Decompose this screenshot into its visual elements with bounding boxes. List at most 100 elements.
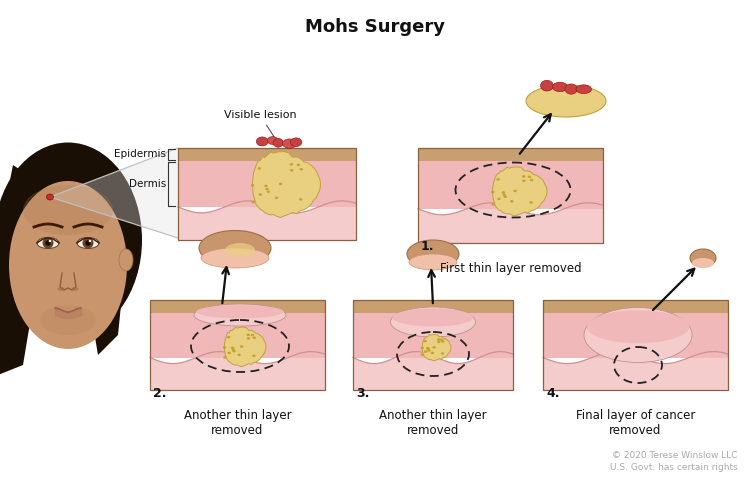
Ellipse shape (266, 191, 270, 193)
Ellipse shape (267, 137, 278, 144)
Ellipse shape (194, 304, 286, 326)
Polygon shape (353, 351, 513, 390)
Ellipse shape (565, 84, 578, 94)
Polygon shape (253, 152, 320, 217)
Ellipse shape (491, 203, 495, 206)
Ellipse shape (290, 163, 293, 166)
Ellipse shape (541, 80, 554, 91)
Ellipse shape (223, 346, 226, 348)
Text: Visible lesion: Visible lesion (224, 110, 296, 140)
Ellipse shape (226, 336, 230, 338)
Polygon shape (0, 165, 38, 375)
Ellipse shape (240, 345, 243, 348)
Ellipse shape (231, 347, 234, 349)
Ellipse shape (256, 137, 268, 146)
Text: Mohs Surgery: Mohs Surgery (305, 18, 445, 36)
Ellipse shape (40, 305, 95, 335)
Ellipse shape (423, 340, 427, 343)
Text: Epidermis: Epidermis (114, 149, 166, 159)
Polygon shape (178, 201, 356, 240)
Ellipse shape (77, 238, 99, 248)
Ellipse shape (430, 352, 434, 354)
Text: First thin layer removed: First thin layer removed (440, 262, 581, 275)
Ellipse shape (522, 179, 526, 182)
Bar (418, 148, 603, 161)
Ellipse shape (586, 310, 689, 343)
Ellipse shape (421, 347, 424, 349)
Ellipse shape (86, 240, 91, 246)
Ellipse shape (119, 249, 133, 271)
Ellipse shape (522, 175, 526, 178)
Ellipse shape (201, 248, 269, 268)
Ellipse shape (258, 167, 261, 170)
Ellipse shape (290, 138, 302, 147)
Ellipse shape (199, 230, 271, 265)
Ellipse shape (584, 308, 692, 363)
Ellipse shape (409, 254, 457, 270)
Ellipse shape (290, 169, 293, 172)
Ellipse shape (37, 238, 59, 248)
Polygon shape (150, 351, 325, 390)
Ellipse shape (437, 338, 440, 341)
Ellipse shape (253, 336, 256, 339)
Ellipse shape (71, 287, 79, 291)
Text: 2.: 2. (153, 387, 166, 400)
Ellipse shape (421, 353, 424, 356)
Ellipse shape (503, 193, 506, 196)
Ellipse shape (441, 340, 445, 343)
Ellipse shape (43, 238, 53, 248)
Bar (418, 161, 603, 209)
Ellipse shape (279, 183, 283, 185)
Ellipse shape (393, 309, 473, 327)
Polygon shape (543, 351, 728, 390)
Ellipse shape (440, 339, 443, 341)
Ellipse shape (251, 184, 254, 187)
Ellipse shape (530, 179, 533, 181)
Polygon shape (88, 165, 128, 355)
Ellipse shape (9, 181, 127, 349)
Ellipse shape (0, 142, 142, 337)
Ellipse shape (427, 348, 430, 350)
Bar (150, 312, 325, 358)
Ellipse shape (553, 82, 568, 92)
Ellipse shape (424, 350, 427, 353)
Ellipse shape (252, 355, 256, 357)
Ellipse shape (232, 350, 236, 352)
Ellipse shape (497, 198, 501, 200)
Ellipse shape (427, 349, 430, 352)
Ellipse shape (23, 185, 113, 235)
Ellipse shape (690, 249, 716, 267)
Ellipse shape (391, 307, 476, 337)
Ellipse shape (299, 198, 302, 201)
Ellipse shape (426, 347, 430, 349)
Polygon shape (50, 148, 178, 238)
Ellipse shape (527, 175, 531, 178)
Ellipse shape (496, 178, 500, 181)
Bar (353, 300, 513, 312)
Ellipse shape (503, 195, 507, 198)
Ellipse shape (259, 193, 262, 196)
Ellipse shape (251, 334, 254, 336)
Polygon shape (224, 327, 266, 366)
Ellipse shape (237, 354, 241, 356)
Ellipse shape (88, 240, 92, 242)
Polygon shape (418, 203, 603, 243)
Text: 3.: 3. (356, 387, 369, 400)
Text: Final layer of cancer
removed: Final layer of cancer removed (576, 409, 695, 437)
Bar (150, 300, 325, 312)
Ellipse shape (576, 85, 592, 94)
Ellipse shape (297, 164, 300, 166)
Ellipse shape (692, 258, 714, 268)
Ellipse shape (58, 287, 64, 291)
Ellipse shape (232, 348, 235, 351)
Ellipse shape (273, 139, 284, 147)
Ellipse shape (432, 346, 436, 348)
Ellipse shape (530, 201, 532, 204)
Ellipse shape (526, 85, 606, 117)
Bar (353, 312, 513, 358)
Ellipse shape (46, 194, 53, 200)
Ellipse shape (223, 356, 226, 359)
Ellipse shape (266, 188, 268, 190)
Ellipse shape (264, 185, 268, 187)
Ellipse shape (251, 201, 255, 203)
